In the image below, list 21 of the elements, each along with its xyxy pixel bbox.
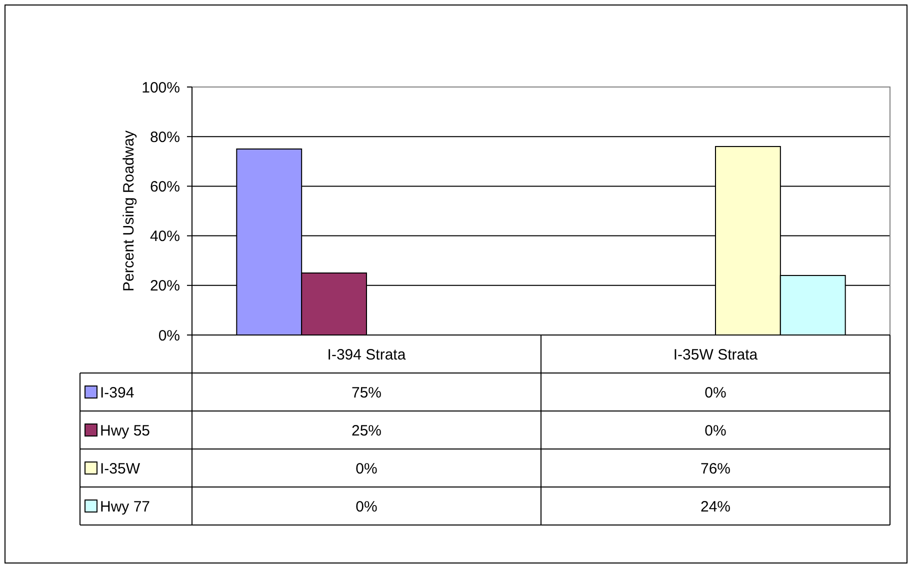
y-tick-label: 0% [158,327,180,344]
y-tick-label: 100% [142,79,180,96]
y-tick-label: 60% [150,178,180,196]
x-tick-label: I-394 Strata [327,346,406,364]
legend-label: I-394 [100,384,134,402]
legend-label: Hwy 77 [100,498,150,516]
data-label: 24% [700,498,731,516]
data-label: 25% [351,422,382,440]
y-tick-label: 20% [150,278,180,295]
data-label: 75% [351,384,382,402]
y-axis-title: Percent Using Roadway [120,130,138,292]
x-tick-label: I-35W Strata [673,346,758,364]
data-label: 0% [704,384,726,402]
y-tick-label: 40% [150,228,180,246]
legend-label: I-35W [100,460,141,478]
y-tick-label: 80% [150,128,180,146]
data-label: 0% [704,422,726,440]
data-label: 0% [356,460,378,478]
legend-label: Hwy 55 [100,422,150,440]
data-label: 76% [700,460,731,478]
data-label: 0% [356,498,378,516]
